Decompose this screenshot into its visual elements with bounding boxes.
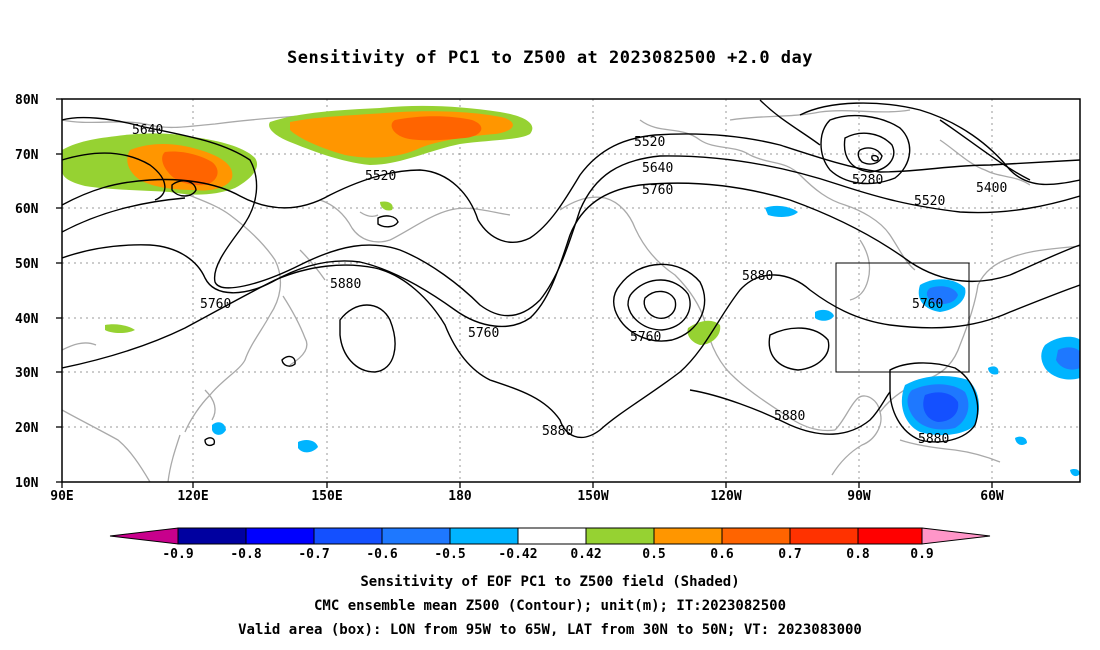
shade-negative-0.5 <box>1056 347 1080 370</box>
lon-label: 90E <box>50 489 73 504</box>
longitude-labels: 90E 120E 150E 180 150W 120W 90W 60W <box>50 489 1004 504</box>
lon-label: 90W <box>847 489 871 504</box>
shade-positive-0.42 <box>105 324 135 333</box>
colorbar-box <box>245 527 315 545</box>
tick-marks <box>56 98 993 488</box>
lat-label: 80N <box>15 93 39 108</box>
lon-label: 120W <box>710 489 741 504</box>
contour-label-group: 5640 5520 5520 5640 5760 5280 5400 5520 … <box>132 123 1007 447</box>
lon-label: 150W <box>577 489 608 504</box>
colorbar-label: -0.8 <box>230 547 261 562</box>
shade-positive-0.6 <box>391 116 482 141</box>
contour-label: 5640 <box>642 161 673 176</box>
coastlines <box>62 109 1080 482</box>
shade-negative-0.42 <box>1015 436 1027 446</box>
contour-label: 5880 <box>542 424 573 439</box>
contour-label: 5520 <box>914 194 945 209</box>
contour-label: 5880 <box>774 409 805 424</box>
shade-negative-0.42 <box>765 205 798 217</box>
z500-contours <box>62 99 1080 447</box>
lat-label: 60N <box>15 202 39 217</box>
shade-negative-0.42 <box>988 366 999 375</box>
colorbar-box <box>585 527 655 545</box>
colorbar-box <box>517 527 587 545</box>
contour-label: 5280 <box>852 173 883 188</box>
contour-label: 5760 <box>468 326 499 341</box>
contour-label: 5760 <box>642 183 673 198</box>
colorbar-label: -0.7 <box>298 547 329 562</box>
lon-label: 60W <box>980 489 1004 504</box>
colorbar-box <box>789 527 859 545</box>
shade-negative-0.42 <box>1070 469 1080 477</box>
contour-label: 5520 <box>365 169 396 184</box>
shade-negative-0.42 <box>815 309 834 321</box>
contour-label: 5880 <box>742 269 773 284</box>
colorbar-label: -0.5 <box>434 547 465 562</box>
valid-area-box <box>835 262 970 373</box>
lon-label: 150E <box>311 489 342 504</box>
colorbar-label: -0.9 <box>162 547 193 562</box>
shade-positive-0.42 <box>687 320 721 345</box>
shade-negative-0.5 <box>926 286 958 304</box>
colorbar-label: 0.7 <box>778 547 801 562</box>
colorbar-box <box>381 527 451 545</box>
colorbar-label: -0.42 <box>498 547 537 562</box>
lat-label: 70N <box>15 148 39 163</box>
latitude-labels: 80N 70N 60N 50N 40N 30N 20N 10N <box>15 93 39 491</box>
colorbar-box <box>449 527 519 545</box>
colorbar-high-triangle <box>921 527 991 545</box>
colorbar-box <box>857 527 923 545</box>
lat-label: 30N <box>15 366 39 381</box>
colorbar: -0.9 -0.8 -0.7 -0.6 -0.5 -0.42 0.42 0.5 … <box>109 527 991 562</box>
lat-label: 40N <box>15 312 39 327</box>
colorbar-box <box>177 527 247 545</box>
contour-label: 5400 <box>976 181 1007 196</box>
colorbar-label: 0.5 <box>642 547 665 562</box>
plot-frame <box>61 98 1081 483</box>
contour-label: 5760 <box>200 297 231 312</box>
footer-line-2: CMC ensemble mean Z500 (Contour); unit(m… <box>313 598 786 614</box>
shade-positive-0.6 <box>162 151 218 186</box>
contour-label: 5520 <box>634 135 665 150</box>
colorbar-box <box>313 527 383 545</box>
shade-positive-0.42 <box>380 201 393 211</box>
colorbar-label: 0.42 <box>570 547 601 562</box>
contour-label: 5880 <box>918 432 949 447</box>
shade-negative-0.6 <box>923 392 959 422</box>
colorbar-box <box>721 527 791 545</box>
lon-label: 120E <box>177 489 208 504</box>
colorbar-label: -0.6 <box>366 547 397 562</box>
shade-negative-0.42 <box>298 439 318 453</box>
contour-label: 5880 <box>330 277 361 292</box>
shade-negative-0.42 <box>212 422 226 435</box>
colorbar-label: 0.8 <box>846 547 870 562</box>
contour-label: 5640 <box>132 123 163 138</box>
footer-line-1: Sensitivity of EOF PC1 to Z500 field (Sh… <box>360 574 740 590</box>
colorbar-label: 0.6 <box>710 547 734 562</box>
lat-label: 50N <box>15 257 39 272</box>
lat-label: 10N <box>15 476 39 491</box>
colorbar-label: 0.9 <box>910 547 933 562</box>
contour-label: 5760 <box>630 330 661 345</box>
lat-label: 20N <box>15 421 39 436</box>
plot-title: Sensitivity of PC1 to Z500 at 2023082500… <box>286 48 813 68</box>
sensitivity-shading <box>62 105 1080 477</box>
footer-line-3: Valid area (box): LON from 95W to 65W, L… <box>238 622 862 638</box>
colorbar-low-triangle <box>109 527 179 545</box>
contour-label: 5760 <box>912 297 943 312</box>
lon-label: 180 <box>448 489 472 504</box>
colorbar-box <box>653 527 723 545</box>
